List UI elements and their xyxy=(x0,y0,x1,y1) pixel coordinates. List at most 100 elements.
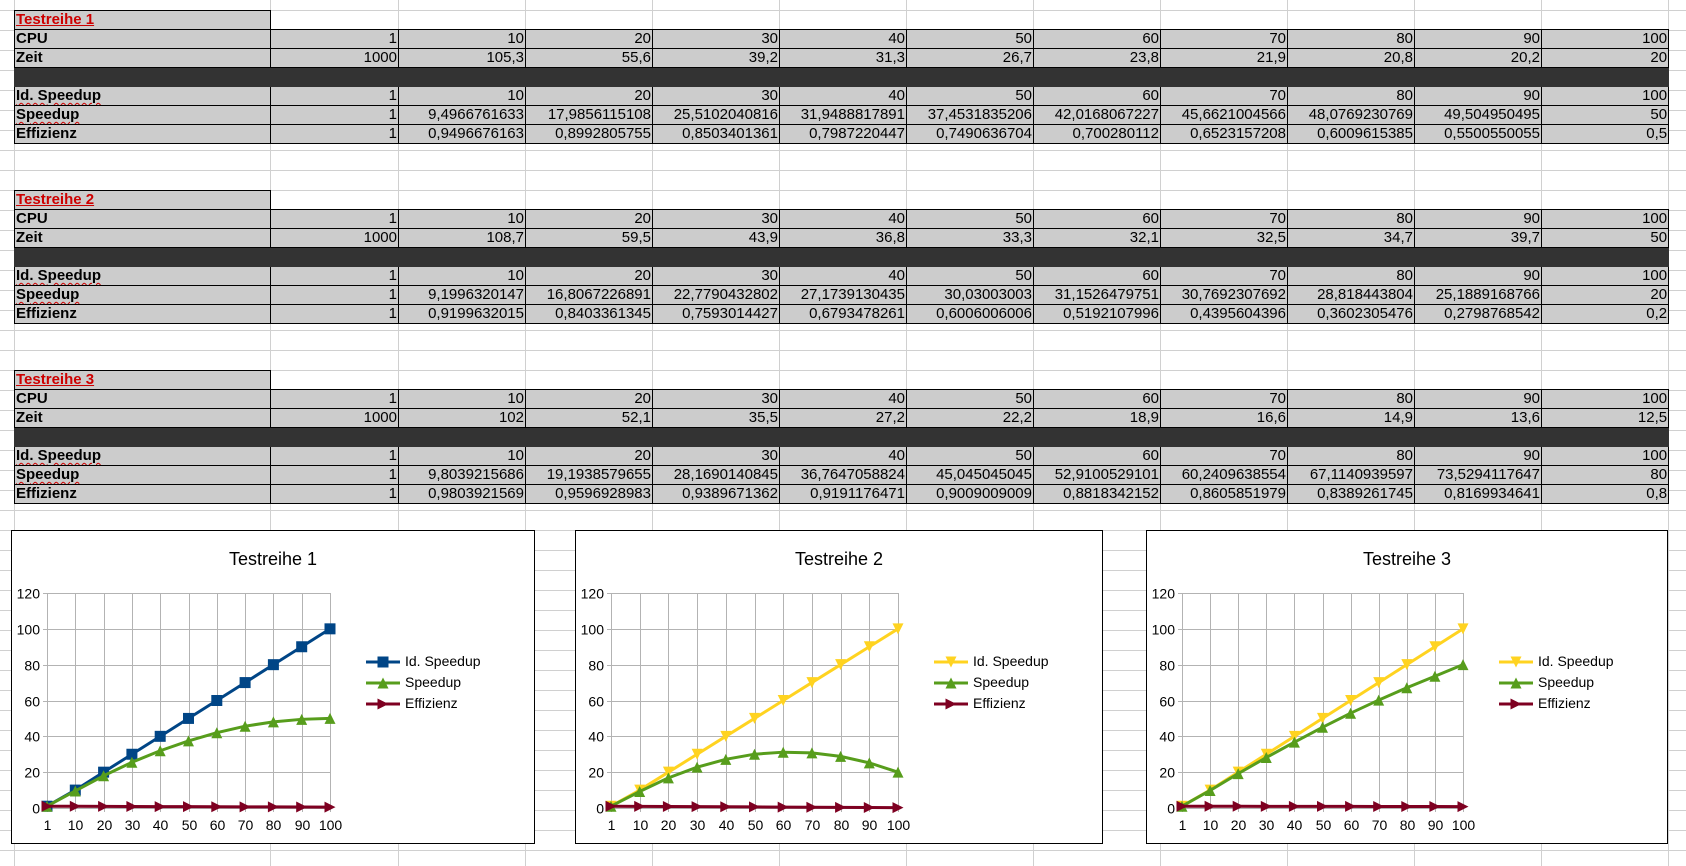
data-point[interactable] xyxy=(662,766,674,778)
data-point[interactable] xyxy=(662,800,674,812)
data-point[interactable] xyxy=(1288,730,1300,742)
data-point[interactable] xyxy=(634,800,646,812)
table-cell[interactable]: 1000 xyxy=(270,408,399,428)
data-point[interactable] xyxy=(126,756,138,768)
data-point[interactable] xyxy=(1317,800,1328,812)
table-cell[interactable]: 31,1526479751 xyxy=(1033,285,1161,305)
data-point[interactable] xyxy=(1373,800,1385,812)
table-cell[interactable]: 35,5 xyxy=(652,408,780,428)
table-cell[interactable]: 9,4966761633 xyxy=(398,105,526,125)
data-point[interactable] xyxy=(1317,712,1328,724)
data-point[interactable] xyxy=(806,747,818,759)
data-point[interactable] xyxy=(777,746,789,758)
table-cell[interactable]: 1 xyxy=(270,209,399,229)
table-cell[interactable]: 50 xyxy=(906,86,1034,106)
row-label[interactable]: Effizienz xyxy=(14,304,271,324)
table-cell[interactable]: 0,2798768542 xyxy=(1414,304,1542,324)
data-point[interactable] xyxy=(41,800,53,812)
data-point[interactable] xyxy=(1345,800,1357,812)
table-cell[interactable]: 0,5192107996 xyxy=(1033,304,1161,324)
data-point[interactable] xyxy=(267,659,279,671)
table-cell[interactable]: 1 xyxy=(270,484,399,504)
data-point[interactable] xyxy=(1457,659,1469,671)
table-title[interactable]: Testreihe 1 xyxy=(14,10,271,30)
table-cell[interactable]: 52,9100529101 xyxy=(1033,465,1161,485)
legend-item[interactable]: Effizienz xyxy=(1498,693,1614,714)
data-point[interactable] xyxy=(267,801,279,813)
data-point[interactable] xyxy=(691,801,703,813)
table-cell[interactable]: 34,7 xyxy=(1287,228,1415,248)
table-cell[interactable]: 59,5 xyxy=(525,228,653,248)
table-cell[interactable]: 60 xyxy=(1033,29,1161,49)
table-cell[interactable]: 0,7593014427 xyxy=(652,304,780,324)
table-cell[interactable]: 102 xyxy=(398,408,526,428)
data-point[interactable] xyxy=(806,801,818,813)
table-cell[interactable]: 40 xyxy=(779,29,907,49)
table-cell[interactable]: 60 xyxy=(1033,266,1161,286)
table-title[interactable]: Testreihe 2 xyxy=(14,190,271,210)
table-cell[interactable]: 32,5 xyxy=(1160,228,1288,248)
data-point[interactable] xyxy=(1401,659,1413,671)
table-cell[interactable]: 10 xyxy=(398,29,526,49)
row-label[interactable]: Id. Speedup xyxy=(14,266,271,286)
table-cell[interactable]: 80 xyxy=(1287,209,1415,229)
data-point[interactable] xyxy=(1288,736,1300,748)
data-point[interactable] xyxy=(126,800,138,812)
legend-item[interactable]: Id. Speedup xyxy=(365,651,481,672)
table-cell[interactable]: 80 xyxy=(1287,446,1415,466)
data-point[interactable] xyxy=(691,748,703,760)
data-point[interactable] xyxy=(835,659,847,671)
table-cell[interactable]: 100 xyxy=(1540,86,1670,106)
table-cell[interactable]: 26,7 xyxy=(906,48,1034,68)
table-cell[interactable]: 30 xyxy=(652,86,780,106)
table-cell[interactable]: 43,9 xyxy=(652,228,780,248)
table-cell[interactable]: 90 xyxy=(1414,29,1542,49)
table-cell[interactable]: 0,6523157208 xyxy=(1160,124,1288,144)
table-cell[interactable]: 16,6 xyxy=(1160,408,1288,428)
row-label[interactable]: Effizienz xyxy=(14,484,271,504)
table-cell[interactable]: 70 xyxy=(1160,86,1288,106)
data-point[interactable] xyxy=(720,730,732,742)
data-point[interactable] xyxy=(605,800,617,812)
data-point[interactable] xyxy=(749,748,760,760)
table-cell[interactable]: 0,8169934641 xyxy=(1414,484,1542,504)
table-cell[interactable]: 80 xyxy=(1287,86,1415,106)
table-cell[interactable]: 37,4531835206 xyxy=(906,105,1034,125)
table-cell[interactable]: 0,8389261745 xyxy=(1287,484,1415,504)
table-cell[interactable]: 80 xyxy=(1540,465,1670,485)
data-point[interactable] xyxy=(1204,800,1216,812)
data-point[interactable] xyxy=(1429,670,1441,682)
table-cell[interactable]: 23,8 xyxy=(1033,48,1161,68)
table-cell[interactable]: 1 xyxy=(270,285,399,305)
data-point[interactable] xyxy=(777,801,789,813)
data-point[interactable] xyxy=(749,801,760,813)
table-cell[interactable]: 52,1 xyxy=(525,408,653,428)
table-cell[interactable]: 90 xyxy=(1414,389,1542,409)
data-point[interactable] xyxy=(777,695,789,706)
data-point[interactable] xyxy=(154,801,166,813)
table-cell[interactable]: 90 xyxy=(1414,266,1542,286)
table-cell[interactable]: 70 xyxy=(1160,266,1288,286)
table-cell[interactable]: 80 xyxy=(1287,389,1415,409)
data-point[interactable] xyxy=(1260,752,1272,764)
legend-item[interactable]: Id. Speedup xyxy=(1498,651,1614,672)
table-cell[interactable]: 0,700280112 xyxy=(1033,124,1161,144)
table-cell[interactable]: 25,1889168766 xyxy=(1414,285,1542,305)
table-cell[interactable]: 10 xyxy=(398,389,526,409)
table-cell[interactable]: 28,818443804 xyxy=(1287,285,1415,305)
table-cell[interactable]: 18,9 xyxy=(1033,408,1161,428)
data-point[interactable] xyxy=(1345,695,1357,706)
table-cell[interactable]: 100 xyxy=(1540,29,1670,49)
data-point[interactable] xyxy=(1373,677,1385,689)
table-cell[interactable]: 20 xyxy=(1540,285,1670,305)
series-line-2[interactable] xyxy=(610,750,899,808)
data-point[interactable] xyxy=(835,750,847,762)
data-point[interactable] xyxy=(1176,800,1188,812)
data-point[interactable] xyxy=(239,720,251,732)
table-cell[interactable]: 70 xyxy=(1160,29,1288,49)
table-cell[interactable]: 50 xyxy=(906,29,1034,49)
table-cell[interactable]: 0,9009009009 xyxy=(906,484,1034,504)
data-point[interactable] xyxy=(126,748,138,760)
row-label[interactable]: Zeit xyxy=(14,228,271,248)
table-cell[interactable]: 25,5102040816 xyxy=(652,105,780,125)
